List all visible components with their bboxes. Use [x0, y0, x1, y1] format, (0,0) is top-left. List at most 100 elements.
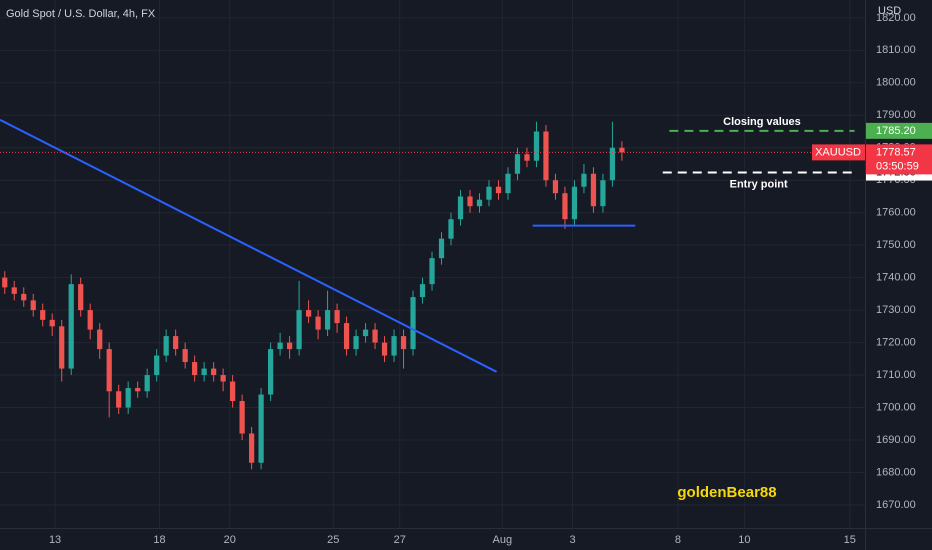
candle-body: [230, 381, 236, 402]
candle-body: [419, 284, 426, 298]
candle-body: [59, 326, 65, 369]
candle-body: [249, 433, 255, 463]
last-price-box: [866, 144, 932, 175]
candle-body: [220, 375, 226, 382]
candle-body: [116, 391, 122, 408]
candle-body: [106, 349, 112, 392]
candle-body: [600, 180, 606, 207]
x-tick-label: 15: [844, 534, 856, 546]
candle-body: [514, 154, 521, 174]
candle-body: [562, 193, 568, 220]
x-tick-label: 10: [738, 534, 750, 546]
candle-body: [609, 147, 616, 181]
candle-body: [2, 277, 8, 288]
y-tick-label: 1700.00: [876, 401, 916, 413]
grid: [0, 0, 865, 528]
watermark: goldenBear88: [677, 484, 776, 501]
y-tick-label: 1710.00: [876, 369, 916, 381]
candle-body: [87, 310, 93, 330]
candle-body: [495, 186, 502, 194]
y-tick-label: 1690.00: [876, 434, 916, 446]
candle-body: [486, 186, 492, 200]
y-tick-label: 1720.00: [876, 336, 916, 348]
candle-body: [438, 238, 445, 259]
candle-body: [467, 196, 473, 207]
y-tick-label: 1750.00: [876, 239, 916, 251]
price-box-label: 1785.20: [876, 125, 916, 137]
y-tick-label: 1730.00: [876, 304, 916, 316]
x-tick-label: 3: [569, 534, 575, 546]
annotation: Entry point: [730, 178, 788, 190]
countdown: 03:50:59: [876, 160, 919, 172]
candle-body: [154, 355, 160, 376]
x-tick-label: 27: [394, 534, 406, 546]
x-tick-label: 20: [224, 534, 236, 546]
candle-body: [362, 329, 369, 337]
plot: Closing values Entry point goldenBear88: [0, 116, 865, 501]
candle-body: [448, 219, 454, 239]
y-axis-label: USD: [878, 5, 901, 17]
candle-body: [391, 336, 397, 356]
candle-body: [258, 394, 264, 463]
y-tick-label: 1670.00: [876, 499, 916, 511]
candle-body: [211, 368, 217, 376]
candle-body: [97, 329, 103, 350]
candle-body: [315, 316, 321, 330]
candle-body: [571, 186, 578, 220]
candle-body: [296, 310, 302, 350]
candle-body: [40, 310, 46, 320]
symbol-label: XAUUSD: [815, 146, 861, 158]
candle-body: [552, 180, 559, 194]
x-tick-label: 13: [49, 534, 61, 546]
candle-body: [410, 297, 416, 350]
y-tick-label: 1680.00: [876, 466, 916, 478]
candle-body: [543, 131, 549, 181]
candle-body: [286, 342, 293, 350]
x-tick-label: 18: [153, 534, 165, 546]
symbol-box: [812, 144, 865, 161]
candle-body: [457, 196, 464, 220]
candle-body: [239, 401, 245, 434]
candle-body: [305, 310, 312, 317]
candle-body: [49, 319, 55, 327]
candle-body: [173, 336, 179, 350]
candle-body: [201, 368, 207, 376]
trendline: [0, 118, 498, 373]
candle-body: [267, 349, 274, 395]
candle-body: [353, 336, 359, 350]
candle-body: [11, 287, 17, 294]
candle-body: [163, 336, 169, 356]
candle-body: [476, 199, 483, 207]
candle-body: [192, 362, 198, 376]
candle-body: [505, 173, 511, 194]
candle-body: [30, 300, 36, 311]
candle-body: [581, 173, 587, 187]
candle-body: [343, 323, 350, 350]
candle-body: [372, 329, 378, 343]
candle-body: [334, 310, 340, 324]
y-tick-label: 1760.00: [876, 207, 916, 219]
candle-body: [21, 293, 27, 301]
candle-body: [400, 336, 407, 350]
candle-body: [125, 388, 131, 408]
y-tick-label: 1820.00: [876, 12, 916, 24]
y-tick-label: 1790.00: [876, 109, 916, 121]
candle-body: [144, 375, 150, 392]
candle-body: [78, 284, 84, 311]
x-tick-label: Aug: [492, 534, 512, 546]
y-tick-label: 1810.00: [876, 44, 916, 56]
annotation: Closing values: [723, 116, 801, 128]
x-tick-label: 8: [675, 534, 681, 546]
candle-body: [135, 388, 141, 392]
candle-body: [524, 154, 530, 161]
candle-body: [381, 342, 388, 356]
candle-body: [619, 147, 625, 153]
last-price-label: 1778.57: [876, 146, 916, 158]
candle-body: [324, 310, 331, 330]
y-tick-label: 1740.00: [876, 272, 916, 284]
price-box: [866, 122, 932, 139]
y-tick-label: 1800.00: [876, 77, 916, 89]
candle-body: [68, 284, 74, 369]
